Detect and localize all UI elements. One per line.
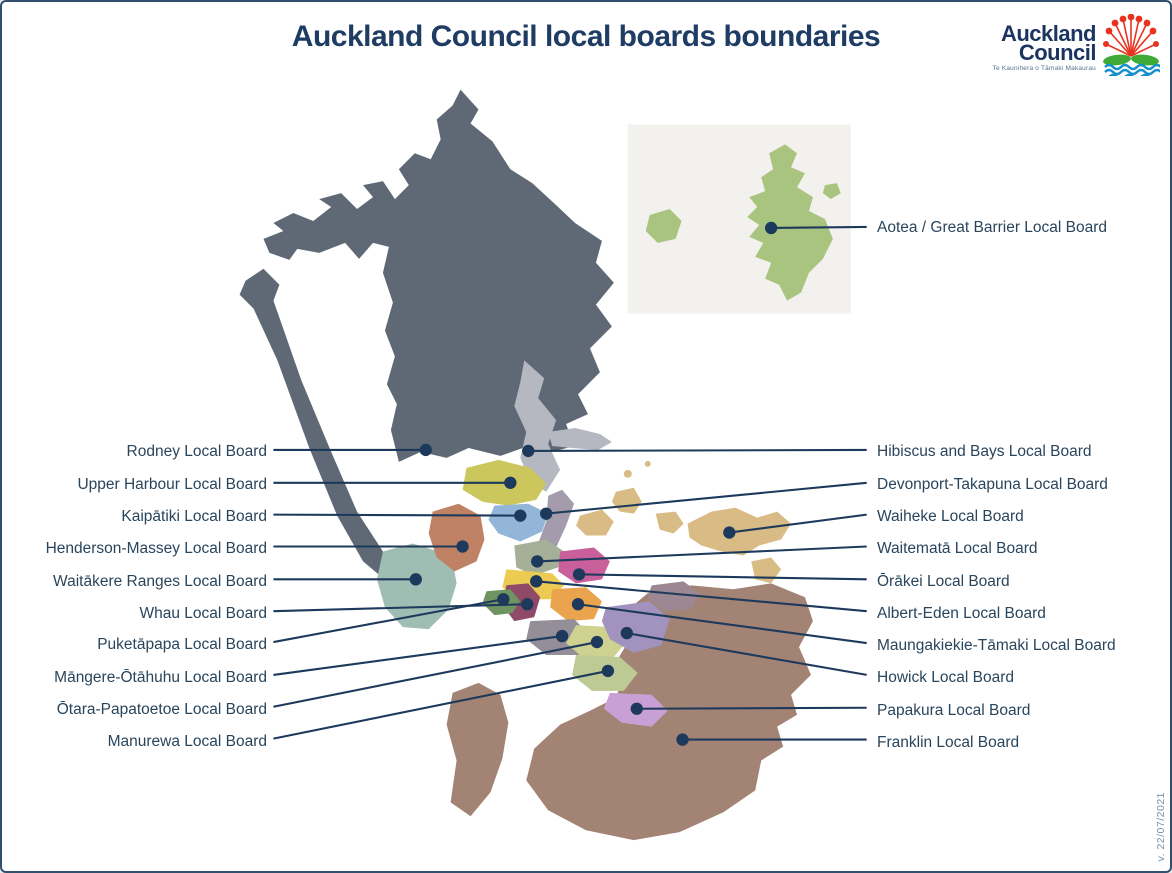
leader-line-papakura [636, 706, 867, 710]
leader-line-maungakiekie-tamaki [577, 603, 867, 645]
board-label-franklin: Franklin Local Board [877, 734, 1020, 751]
region-franklin [526, 583, 813, 841]
leader-line-howick [626, 632, 867, 676]
board-label-maungakiekie-tamaki: Maungakiekie-Tāmaki Local Board [877, 637, 1116, 654]
island-inset-small [822, 183, 841, 200]
leader-line-orakei [579, 573, 867, 581]
island-rangitoto [576, 509, 614, 536]
leader-annotations [273, 221, 867, 746]
board-label-aotea: Aotea / Great Barrier Local Board [877, 219, 1108, 236]
region-devonport-takapuna [538, 489, 575, 556]
board-label-upper-harbour: Upper Harbour Local Board [77, 476, 267, 493]
leader-line-albert-eden [536, 580, 867, 613]
board-label-kaipatiki: Kaipātiki Local Board [121, 508, 267, 525]
region-great-barrier [747, 144, 833, 301]
region-rodney [263, 89, 614, 462]
board-label-orakei: Ōrākei Local Board [877, 573, 1010, 590]
logo-tagline: Te Kaunihera o Tāmaki Makaurau [992, 65, 1096, 72]
board-label-devonport-takapuna: Devonport-Takapuna Local Board [877, 476, 1108, 493]
board-label-waitemata: Waitematā Local Board [877, 540, 1038, 557]
marker-dot-albert-eden [530, 575, 543, 588]
leader-line-manurewa [273, 669, 609, 740]
leader-line-puketapapa [273, 598, 504, 644]
marker-dot-papakura [630, 702, 643, 715]
board-label-hibiscus-bays: Hibiscus and Bays Local Board [877, 443, 1092, 460]
leader-line-otara-papatoetoe [273, 641, 598, 708]
region-kaipatiki [488, 503, 549, 542]
leader-line-kaipatiki [273, 513, 521, 517]
board-label-henderson-massey: Henderson-Massey Local Board [45, 540, 267, 557]
marker-dot-waitakere-ranges [409, 573, 422, 586]
leader-line-aotea [771, 225, 867, 230]
island-little-barrier [645, 209, 682, 243]
marker-dot-rodney [419, 443, 432, 457]
board-label-whau: Whau Local Board [139, 605, 267, 622]
marker-dot-upper-harbour [504, 476, 517, 489]
marker-dot-hibiscus-bays [522, 444, 535, 458]
region-franklin-awhitu [446, 682, 509, 817]
island-small-3 [644, 460, 651, 467]
marker-dot-franklin [676, 733, 689, 746]
marker-dot-whau [521, 598, 534, 611]
marker-dot-kaipatiki [514, 509, 527, 522]
island-ponui [751, 557, 782, 584]
region-rodney-peninsula [239, 268, 399, 582]
auckland-council-logo: Auckland Council Te Kaunihera o Tāmaki M… [993, 14, 1160, 76]
marker-dot-henderson-massey [456, 540, 469, 553]
island-small-2 [623, 469, 632, 478]
marker-dot-howick [620, 626, 633, 640]
marker-dot-waitemata [531, 555, 544, 568]
marker-dot-orakei [572, 568, 586, 581]
marker-dot-devonport-takapuna [540, 507, 553, 520]
island-mauve [647, 581, 700, 612]
leader-line-devonport-takapuna [546, 481, 867, 515]
board-label-manurewa: Manurewa Local Board [107, 733, 267, 750]
board-label-albert-eden: Albert-Eden Local Board [877, 605, 1046, 622]
board-label-papakura: Papakura Local Board [877, 702, 1031, 719]
marker-dot-mangere-otahuhu [555, 629, 569, 643]
logo-name-line1: Auckland [1000, 21, 1097, 46]
board-label-rodney: Rodney Local Board [126, 443, 267, 460]
island-small-1 [655, 511, 684, 534]
logo-name-line2: Council [1018, 40, 1097, 65]
board-label-otara-papatoetoe: Ōtara-Papatoetoe Local Board [56, 701, 267, 718]
logo-text: Auckland Council Te Kaunihera o Tāmaki M… [992, 14, 1097, 73]
board-label-waitakere-ranges: Waitākere Ranges Local Board [53, 573, 267, 590]
marker-dot-maungakiekie-tamaki [571, 598, 585, 611]
leader-line-mangere-otahuhu [273, 635, 563, 676]
board-label-puketapapa: Puketāpapa Local Board [97, 636, 267, 653]
version-note: v. 22/07/2021 [1155, 791, 1167, 861]
region-whangaparaoa [548, 428, 612, 450]
board-label-howick: Howick Local Board [877, 669, 1014, 686]
leader-line-hibiscus-bays [528, 448, 867, 452]
island-motutapu [611, 487, 642, 514]
marker-dot-aotea [764, 221, 778, 235]
page-title: Auckland Council local boards boundaries [291, 20, 881, 53]
marker-dot-waiheke [723, 526, 736, 539]
leader-line-whau [273, 603, 528, 613]
pohutukawa-icon [1103, 14, 1160, 76]
leader-line-waiheke [729, 513, 867, 534]
marker-dot-otara-papatoetoe [590, 635, 604, 649]
region-henderson-massey [428, 503, 485, 572]
leader-line-waitemata [537, 545, 867, 563]
marker-dot-puketapapa [497, 593, 510, 606]
marker-dot-manurewa [601, 664, 615, 678]
board-label-waiheke: Waiheke Local Board [877, 508, 1024, 525]
board-label-mangere-otahuhu: Māngere-Ōtāhuhu Local Board [54, 669, 267, 686]
region-hibiscus-bays [514, 360, 561, 492]
